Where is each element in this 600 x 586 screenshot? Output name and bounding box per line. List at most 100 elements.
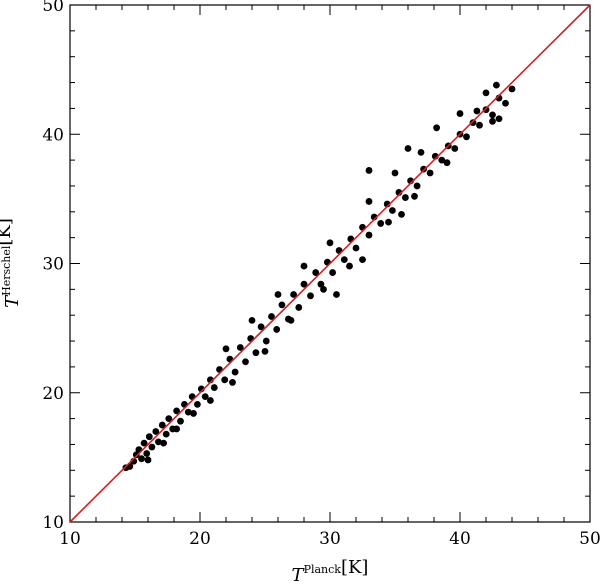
data-point — [257, 323, 265, 331]
data-point — [173, 407, 181, 415]
data-point — [333, 291, 340, 298]
data-point — [433, 124, 440, 132]
data-point — [262, 337, 270, 345]
data-point — [201, 393, 209, 401]
data-point — [155, 438, 162, 446]
data-point — [489, 111, 496, 119]
data-point — [273, 326, 281, 333]
data-point — [236, 344, 244, 351]
data-point — [138, 455, 145, 463]
y-tick-label: 40 — [42, 125, 64, 145]
data-point — [443, 159, 451, 167]
data-point — [317, 280, 325, 288]
data-point — [489, 117, 496, 125]
data-point — [242, 358, 249, 366]
data-point — [346, 262, 353, 270]
data-point — [340, 256, 348, 264]
data-point — [451, 145, 459, 152]
data-point — [144, 456, 152, 464]
data-point — [420, 165, 427, 173]
x-axis-superscript: Planck — [304, 563, 342, 576]
data-point — [426, 169, 434, 177]
data-point — [312, 269, 320, 276]
data-point — [495, 115, 503, 123]
y-tick-label: 10 — [42, 513, 64, 533]
data-point — [385, 218, 392, 226]
data-point — [438, 156, 446, 164]
data-point — [473, 107, 481, 115]
data-point — [248, 316, 256, 324]
x-tick-label: 40 — [449, 529, 471, 549]
data-point — [221, 376, 229, 384]
y-tick-label: 30 — [42, 255, 64, 275]
data-point — [359, 256, 366, 264]
x-tick-label: 10 — [59, 529, 81, 549]
data-point — [231, 368, 239, 376]
data-point — [482, 89, 490, 97]
data-point — [158, 421, 166, 429]
data-point — [352, 244, 360, 252]
data-point — [469, 119, 477, 127]
data-points — [122, 81, 516, 472]
data-point — [143, 450, 151, 457]
data-point — [502, 99, 509, 107]
data-point — [365, 167, 373, 174]
data-point — [194, 400, 201, 408]
data-point — [140, 439, 148, 447]
data-point — [261, 347, 269, 355]
data-point — [132, 451, 140, 459]
x-tick-label: 20 — [189, 529, 211, 549]
x-axis-unit: [K] — [341, 557, 369, 578]
data-point — [456, 110, 464, 117]
data-point — [274, 291, 282, 298]
data-point — [389, 207, 396, 214]
data-point — [160, 439, 168, 447]
y-axis-unit: [K] — [0, 218, 15, 246]
data-point — [493, 81, 500, 89]
one-to-one-line — [69, 4, 591, 523]
data-point — [398, 210, 405, 218]
data-point — [300, 262, 308, 270]
data-point — [222, 345, 230, 353]
data-point — [377, 220, 385, 227]
data-point — [365, 198, 373, 205]
data-point — [482, 106, 490, 114]
data-point — [229, 379, 236, 386]
data-point — [184, 408, 192, 416]
y-tick-label: 20 — [42, 384, 64, 404]
y-axis-superscript: Herschel — [0, 245, 13, 296]
data-point — [145, 433, 153, 441]
data-point — [320, 285, 327, 293]
data-point — [190, 410, 197, 417]
data-point — [252, 349, 260, 357]
data-point — [152, 428, 160, 435]
data-point — [417, 148, 425, 156]
data-point — [148, 443, 156, 451]
data-point — [307, 292, 314, 300]
data-point — [413, 182, 421, 190]
data-point — [165, 415, 173, 422]
data-point — [402, 194, 409, 201]
y-axis-label: THerschel[K] — [0, 218, 23, 308]
data-point — [404, 145, 412, 152]
y-tick-label: 50 — [42, 0, 64, 16]
data-point — [177, 417, 184, 425]
data-point — [476, 121, 483, 129]
y-axis-symbol: T — [2, 294, 23, 308]
data-point — [300, 280, 308, 288]
data-point — [173, 425, 181, 433]
x-tick-label: 30 — [319, 529, 341, 549]
data-point — [210, 384, 218, 391]
data-point — [391, 169, 399, 177]
data-point — [287, 316, 295, 324]
data-point — [162, 430, 170, 438]
data-point — [326, 239, 334, 247]
data-point — [411, 192, 418, 200]
x-tick-label: 50 — [579, 529, 600, 549]
tick-labels: 10 20 30 40 50 10 20 30 40 50 — [42, 0, 600, 549]
data-point — [463, 133, 470, 141]
data-point — [268, 313, 275, 320]
data-point — [278, 301, 286, 309]
x-axis-label: TPlanck[K] — [292, 557, 369, 586]
